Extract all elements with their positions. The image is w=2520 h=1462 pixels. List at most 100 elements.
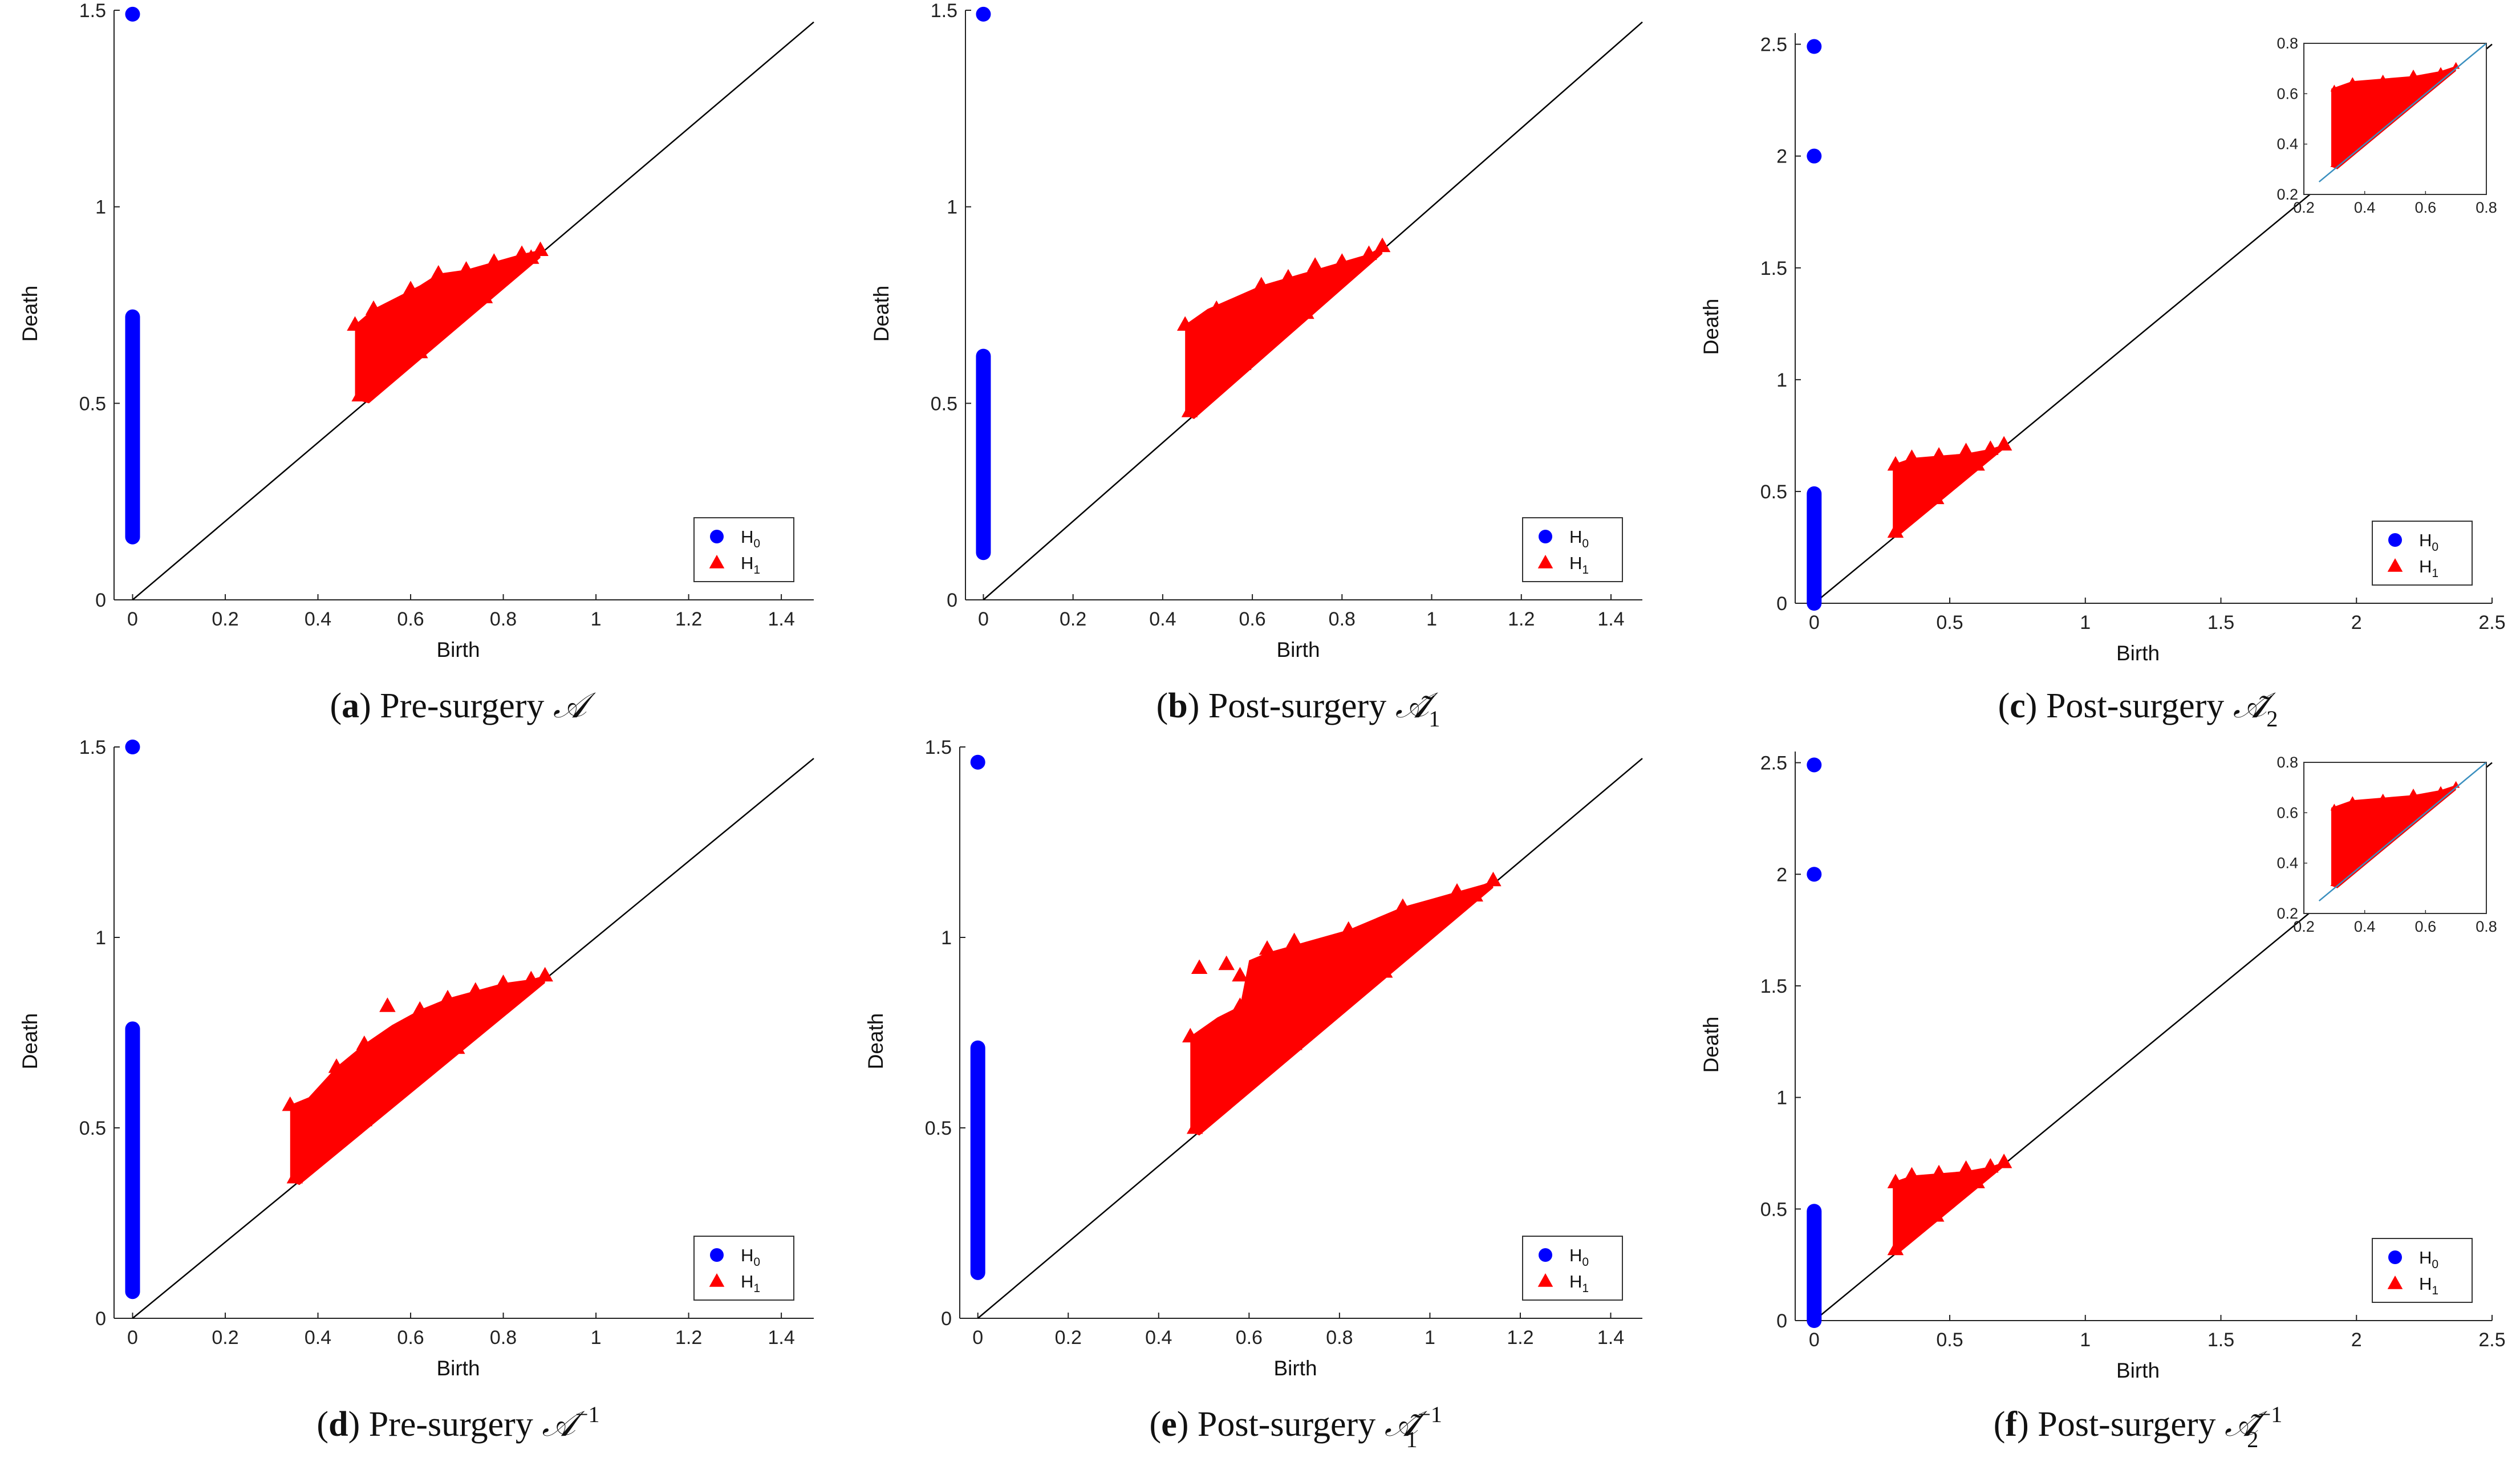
h1-point: [1176, 316, 1194, 331]
x-tick-label: 0.4: [305, 608, 331, 630]
h1-point: [1969, 456, 1985, 471]
y-tick-label: 1: [947, 197, 957, 218]
h1-point: [1235, 355, 1252, 370]
h0-point: [976, 6, 991, 22]
caption-subscript: 2: [2247, 1427, 2258, 1452]
inset-y-tick-label: 0.8: [2276, 754, 2298, 771]
y-tick-label: 1: [1776, 1087, 1787, 1109]
h1-point: [1887, 1240, 1904, 1256]
legend-box: [693, 1236, 794, 1301]
inset-h1-point: [2379, 74, 2387, 82]
h0-point: [970, 754, 985, 770]
h1-point: [1958, 1160, 1974, 1175]
h1-point: [282, 1096, 299, 1111]
h1-point: [1982, 440, 1999, 455]
x-tick-label: 0: [1809, 1329, 1820, 1351]
inset-h1-point: [2421, 84, 2429, 92]
inset-x-tick-label: 0.6: [2415, 199, 2437, 216]
x-tick-label: 0.2: [212, 608, 238, 630]
y-tick-label: 0: [1776, 593, 1787, 615]
h1-point: [1280, 269, 1297, 284]
caption-paren: (: [1150, 1405, 1162, 1444]
h1-point: [402, 281, 419, 295]
h1-point: [1485, 871, 1502, 887]
panel-b: 0 0.2 0.4 0.6 0.8 1 1.2 1.4 0 0.5 1 1.5 Birth Death H0…: [870, 0, 1643, 732]
x-tick-label: 2: [2351, 1329, 2362, 1351]
h0-point: [125, 6, 140, 22]
legend-h0-marker: [1539, 1248, 1552, 1262]
inset-x-tick-label: 0.4: [2354, 199, 2376, 216]
caption-text: Post-surgery: [1208, 687, 1395, 725]
y-tick-label: 2.5: [1760, 34, 1787, 56]
legend-h0-marker: [710, 530, 724, 543]
x-axis-label: Birth: [436, 1357, 480, 1380]
y-axis-label: Death: [870, 286, 893, 342]
caption-text: Pre-surgery: [369, 1405, 542, 1444]
h1-point: [523, 970, 539, 985]
x-tick-label: 0: [127, 1327, 138, 1349]
legend-h0-marker: [2388, 533, 2402, 547]
h1-point: [328, 1058, 345, 1073]
legend-h1-subscript: 1: [753, 1282, 760, 1295]
inset-x-tick-label: 0.4: [2354, 918, 2376, 935]
h1-point: [1191, 959, 1208, 974]
x-tick-label: 1.4: [1597, 608, 1624, 630]
legend-h0-marker: [1539, 530, 1552, 543]
h1-point: [1969, 1173, 1985, 1188]
plot-area: [970, 754, 1643, 1319]
inset-plot-area: [2318, 43, 2486, 182]
y-axis-label: Death: [1699, 299, 1723, 355]
legend-h1-marker: [1537, 555, 1553, 568]
y-tick-label: 1: [1776, 369, 1787, 391]
x-tick-label: 0.8: [490, 1327, 517, 1349]
legend-h1-marker: [709, 1273, 725, 1287]
h1-point: [449, 285, 465, 299]
inset-diagonal-line: [2318, 762, 2486, 901]
x-tick-label: 1: [1426, 608, 1437, 630]
inset-x-tick-label: 0.8: [2476, 918, 2497, 935]
h1-point: [486, 253, 502, 268]
caption-paren: (: [1998, 687, 2010, 725]
caption-letter: f: [2005, 1405, 2018, 1444]
x-tick-label: 1: [2080, 1329, 2091, 1351]
panel-c: 0 0.5 1 1.5 2 2.5 0 0.5 1 1.5 2 2.5 Birth Death 0.2 0.4…: [1699, 33, 2506, 732]
panel-caption: (d) Pre-surgery 𝒜−1: [316, 1402, 599, 1444]
x-tick-label: 1.2: [675, 608, 702, 630]
h1-point: [286, 1168, 303, 1184]
h1-point: [356, 1035, 373, 1050]
x-tick-label: 0.8: [490, 608, 517, 630]
caption-subscript: 1: [1429, 706, 1440, 732]
y-tick-label: 0.5: [931, 393, 957, 415]
h1-point: [412, 343, 428, 359]
inset-y-tick-label: 0.8: [2276, 35, 2298, 52]
caption-paren: (: [1156, 687, 1168, 725]
inset-y-tick-label: 0.2: [2276, 186, 2298, 203]
h1-point: [1958, 442, 1974, 457]
h1-point: [1306, 257, 1324, 272]
inset-plot: 0.2 0.4 0.6 0.8 0.2 0.4 0.6 0.8: [2276, 35, 2497, 216]
x-tick-label: 1.5: [2207, 1329, 2234, 1351]
h1-point: [1887, 523, 1904, 538]
h1-point: [476, 289, 493, 303]
legend-h1-subscript: 1: [2432, 1284, 2438, 1297]
y-tick-label: 1: [95, 927, 106, 949]
h1-region: [290, 975, 545, 1185]
caption-subscript: 2: [2266, 706, 2278, 732]
legend-h0-subscript: 0: [2432, 541, 2438, 554]
legend-h0-marker: [710, 1248, 724, 1262]
h0-point: [1807, 148, 1822, 164]
h1-point: [1286, 932, 1302, 948]
h1-point: [1928, 1207, 1945, 1222]
y-tick-label: 0.5: [79, 1118, 106, 1139]
x-tick-label: 0.2: [212, 1327, 238, 1349]
inset-h1-point: [2437, 67, 2445, 74]
inset-h1-region: [2331, 66, 2456, 169]
x-tick-label: 0: [978, 608, 989, 630]
inset-y-tick-label: 0.2: [2276, 905, 2298, 922]
plot-area: [1807, 757, 2493, 1328]
x-tick-label: 0.6: [1239, 608, 1265, 630]
h1-point: [1995, 1154, 2012, 1168]
y-axis-label: Death: [864, 1013, 887, 1070]
